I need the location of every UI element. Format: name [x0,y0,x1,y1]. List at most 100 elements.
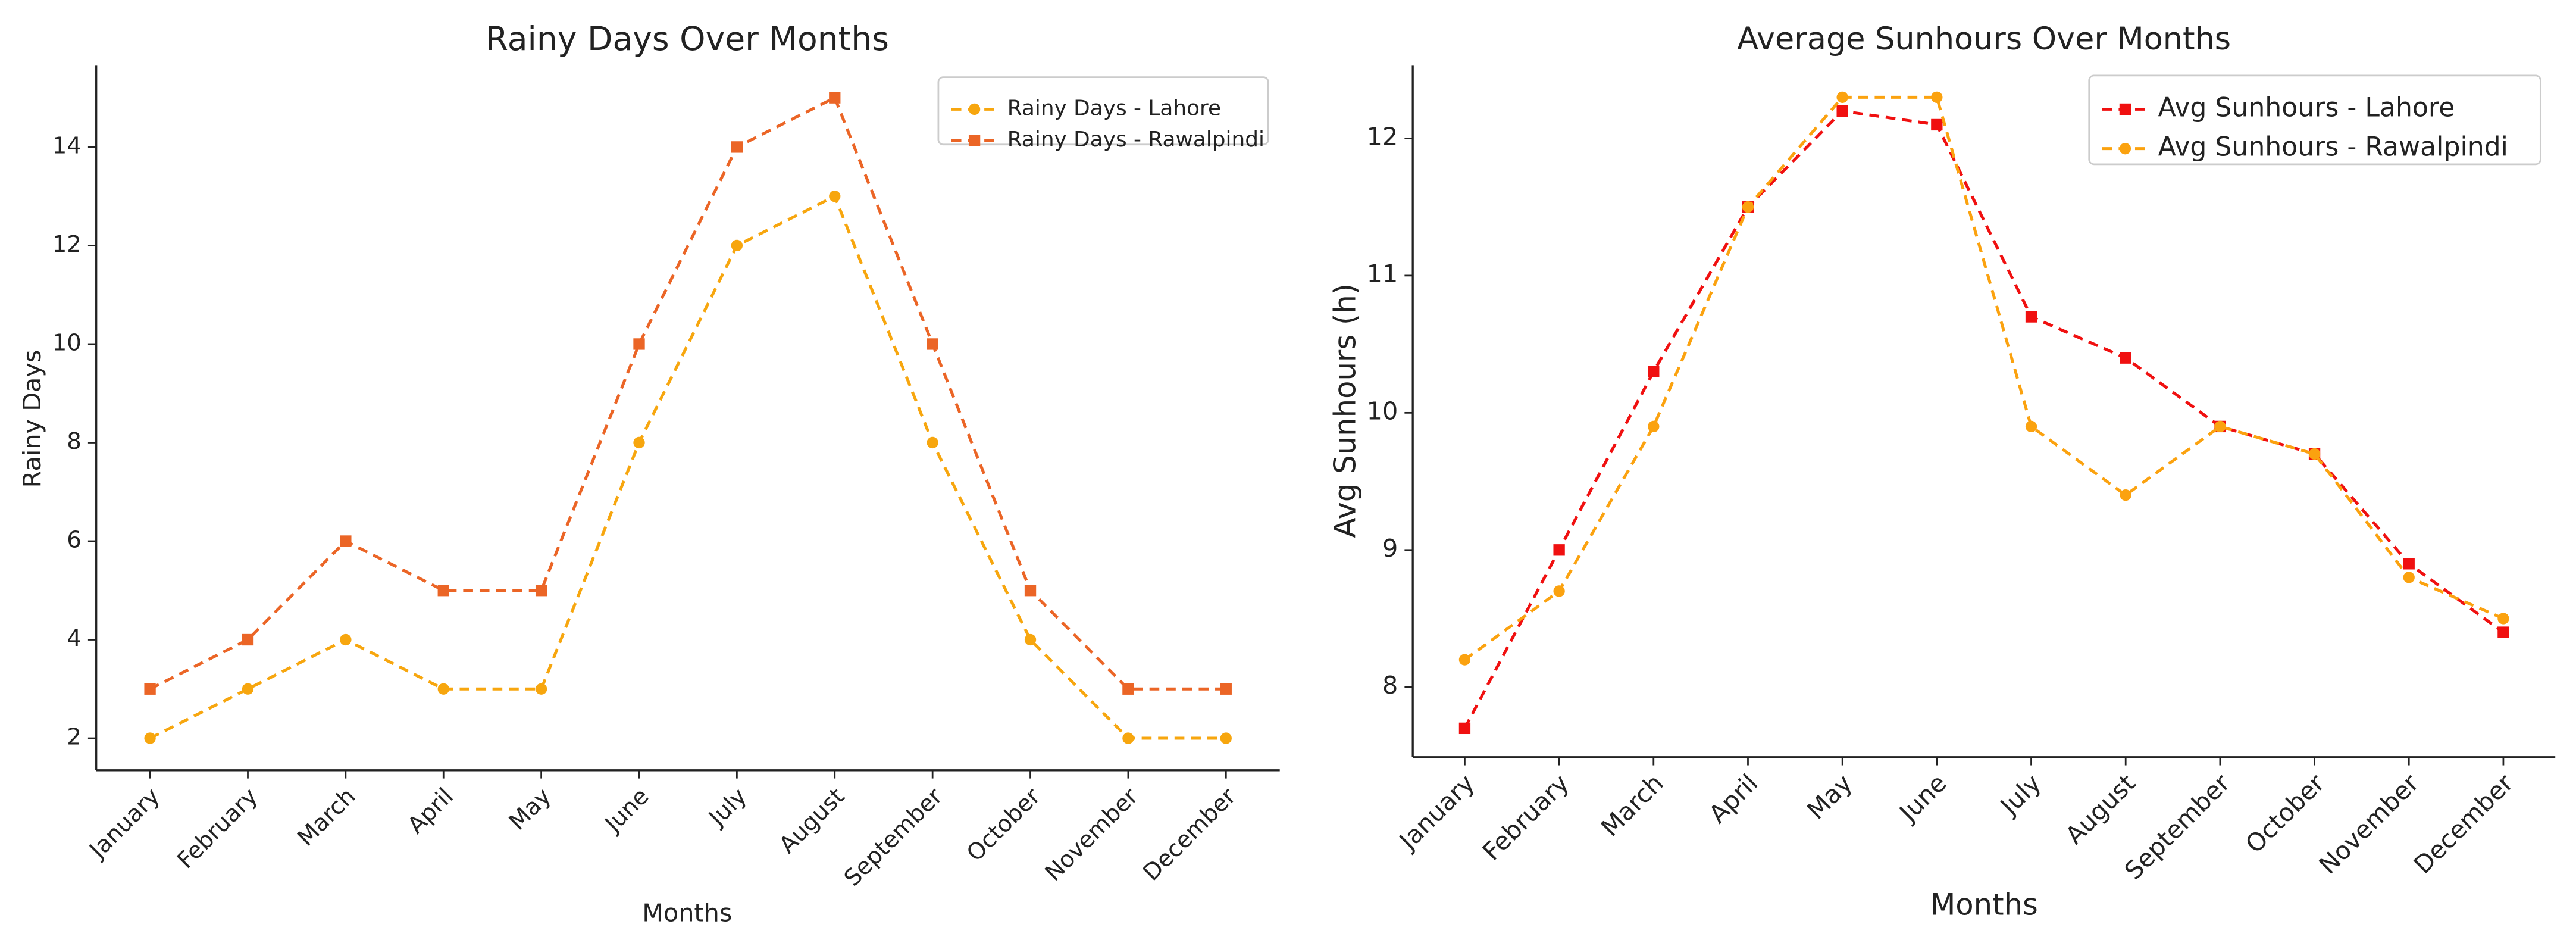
x-tick-label: August [774,783,850,858]
y-tick-label: 9 [1382,534,1398,563]
legend-label: Rainy Days - Rawalpindi [1007,127,1264,152]
y-tick-label: 14 [52,132,82,159]
marker [1458,654,1471,666]
marker [1553,544,1565,556]
y-tick-label: 8 [67,428,82,455]
y-tick-label: 6 [67,526,82,553]
marker [1220,732,1232,744]
marker [1836,105,1848,117]
x-tick-label: May [504,783,556,835]
x-tick-label: January [84,783,165,864]
x-axis-label: Months [1930,887,2037,922]
marker [340,633,352,646]
legend-label: Avg Sunhours - Rawalpindi [2158,132,2508,163]
marker [1931,91,1943,104]
series-line [1463,95,2504,661]
marker [2308,448,2321,460]
marker [535,683,547,695]
legend-label: Rainy Days - Lahore [1007,96,1221,120]
y-tick-label: 10 [1367,396,1398,425]
marker [2025,311,2037,323]
x-tick-label: November [1040,783,1144,886]
marker [1836,91,1848,104]
x-tick-label: June [1893,769,1952,828]
marker [2497,626,2509,638]
marker [829,191,841,202]
y-tick-label: 8 [1382,671,1398,700]
marker [437,683,449,695]
y-tick-label: 10 [52,329,82,356]
marker [2497,613,2509,625]
x-tick-label: June [599,783,655,838]
marker [1122,683,1134,695]
y-tick-label: 4 [67,625,82,652]
marker [144,732,156,744]
series-line [1463,109,2505,729]
marker [437,585,449,597]
x-tick-label: December [2408,769,2519,879]
x-tick-label: March [292,783,361,851]
marker [927,436,938,449]
x-tick-label: December [1138,783,1241,886]
x-tick-label: October [962,783,1046,867]
marker [2214,420,2226,433]
x-tick-label: February [1477,769,1575,866]
marker [1458,722,1471,735]
x-tick-label: April [403,783,459,839]
marker [1122,732,1134,744]
y-tick-label: 2 [67,724,82,751]
x-tick-label: September [839,783,948,892]
marker [968,103,981,115]
marker [2119,143,2131,155]
series-line [149,95,1226,691]
marker [731,239,743,252]
y-axis-label: Rainy Days [18,350,46,488]
marker [829,92,841,104]
marker [2119,103,2131,115]
legend-label: Avg Sunhours - Lahore [2158,92,2455,123]
marker [633,338,645,350]
marker [242,633,254,646]
marker [1024,585,1037,597]
legend-box [2088,74,2541,166]
marker [1648,366,1660,377]
legend-box [937,76,1269,146]
marker [1931,118,1943,131]
chart-title: Average Sunhours Over Months [1737,21,2231,57]
marker [1742,201,1754,213]
x-axis-label: Months [642,899,732,928]
x-tick-label: July [1994,769,2047,822]
x-tick-label: May [1802,769,1858,825]
x-tick-label: February [172,783,263,874]
series-line [149,194,1226,740]
marker [2403,572,2415,583]
marker [2120,489,2131,501]
x-tick-label: August [2060,769,2141,850]
chart-title: Rainy Days Over Months [486,20,889,58]
marker [535,585,547,597]
x-tick-label: October [2240,769,2330,859]
y-tick-label: 11 [1367,260,1398,288]
x-tick-label: April [1704,769,1764,829]
x-tick-label: July [703,783,752,832]
x-tick-label: March [1596,769,1669,842]
marker [1220,683,1232,695]
marker [242,683,254,695]
marker [1024,633,1037,646]
marker [2120,352,2131,364]
marker [633,436,645,449]
y-axis-label: Avg Sunhours (h) [1328,283,1362,538]
marker [2403,558,2415,570]
marker [144,683,156,695]
x-tick-label: November [2314,769,2425,880]
marker [927,338,938,350]
y-tick-label: 12 [1367,122,1398,151]
x-tick-label: January [1392,769,1480,856]
marker [968,135,981,146]
marker [340,535,352,547]
y-tick-label: 12 [52,231,82,258]
marker [1553,585,1565,597]
marker [1648,420,1660,433]
